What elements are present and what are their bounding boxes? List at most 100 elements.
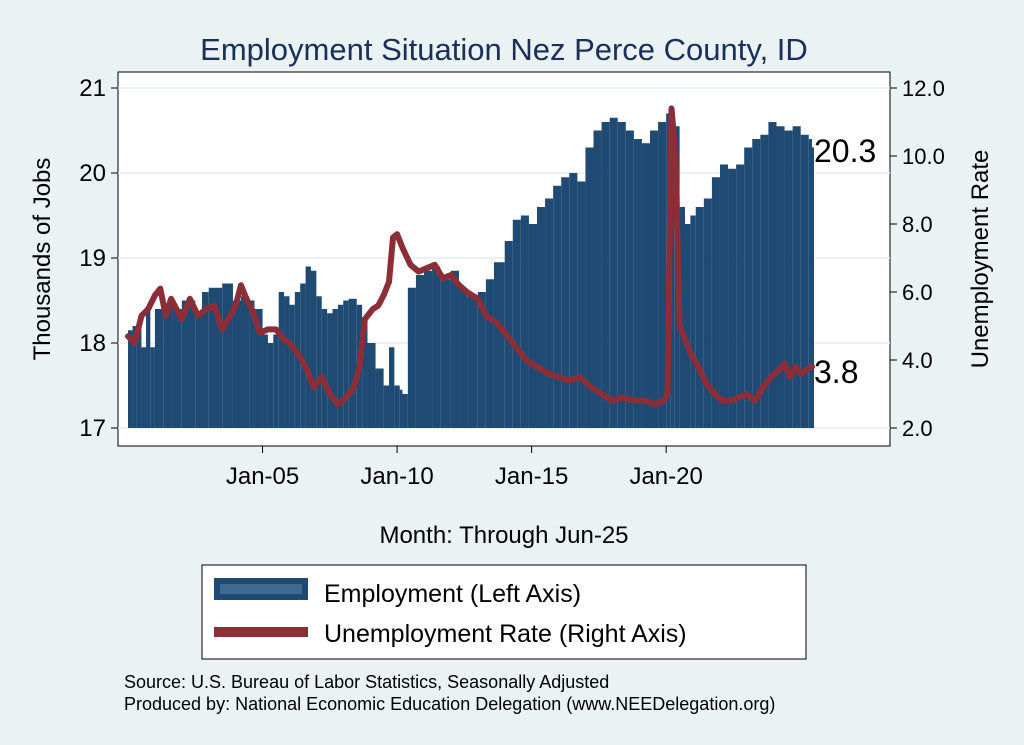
employment-bar [399, 389, 403, 428]
employment-bar [141, 347, 147, 428]
employment-bar [493, 262, 505, 428]
employment-bar [128, 330, 133, 428]
employment-bar [585, 147, 594, 428]
source-line-1: Source: U.S. Bureau of Labor Statistics,… [124, 672, 609, 692]
x-axis-label: Month: Through Jun-25 [379, 522, 628, 549]
employment-bar [316, 296, 322, 428]
employment-bar [267, 343, 274, 428]
employment-bar [458, 287, 468, 428]
employment-bar [760, 134, 769, 428]
employment-bar [300, 283, 306, 428]
employment-bar [792, 126, 801, 428]
left-tick-label: 17 [79, 415, 106, 442]
employment-bar [744, 147, 753, 428]
employment-bar [784, 130, 793, 428]
x-tick-label: Jan-05 [226, 463, 299, 490]
legend-employment-swatch-inner [220, 584, 302, 594]
employment-bar [423, 270, 433, 428]
right-tick-label: 10.0 [902, 144, 945, 169]
left-tick-label: 19 [79, 245, 106, 272]
unemployment-end-label: 3.8 [814, 354, 858, 390]
left-axis: 17 18 19 20 21 [79, 75, 118, 442]
employment-bar [808, 139, 812, 428]
employment-bar [249, 300, 255, 428]
employment-bar [528, 224, 538, 428]
employment-bar [305, 266, 311, 428]
employment-bar [348, 298, 357, 428]
left-axis-label: Thousands of Jobs [29, 158, 56, 361]
employment-bar [719, 164, 729, 428]
employment-end-label: 20.3 [814, 133, 876, 169]
employment-bar [800, 134, 809, 428]
right-tick-label: 12.0 [902, 76, 945, 101]
employment-bar [684, 224, 691, 428]
employment-bar [450, 270, 459, 428]
employment-bar [273, 334, 279, 428]
employment-bar [768, 122, 777, 428]
employment-bar [467, 296, 478, 428]
employment-bar [132, 326, 137, 428]
employment-bar [415, 275, 424, 428]
employment-bar [327, 313, 333, 428]
employment-bar [310, 270, 317, 428]
unemployment-line [125, 105, 815, 408]
employment-bar [150, 347, 155, 428]
employment-bar [658, 122, 667, 428]
employment-bar [569, 173, 578, 428]
employment-bar [284, 296, 290, 428]
employment-bar [520, 215, 529, 428]
employment-bar [812, 147, 814, 428]
right-tick-label: 2.0 [902, 416, 933, 441]
employment-bar [383, 385, 390, 428]
employment-bar [407, 287, 416, 428]
employment-bar [776, 126, 785, 428]
x-tick-label: Jan-15 [495, 463, 568, 490]
employment-bar [601, 122, 610, 428]
employment-bar [262, 334, 268, 428]
employment-bar [553, 185, 562, 428]
employment-bar [389, 347, 395, 428]
right-tick-label: 4.0 [902, 348, 933, 373]
employment-bar [485, 279, 494, 428]
employment-bar [432, 266, 441, 428]
right-axis-label: Unemployment Rate [967, 150, 994, 369]
employment-bar [321, 309, 328, 428]
chart-title: Employment Situation Nez Perce County, I… [200, 32, 808, 67]
employment-bar [362, 317, 368, 428]
left-tick-label: 21 [79, 75, 106, 102]
employment-bar [337, 304, 344, 428]
employment-bar [477, 292, 486, 428]
employment-bar [163, 304, 173, 428]
employment-bar [609, 117, 618, 428]
employment-bar [577, 181, 586, 428]
x-tick-label: Jan-10 [360, 463, 433, 490]
right-tick-label: 6.0 [902, 280, 933, 305]
employment-bar [222, 283, 233, 428]
x-tick-label: Jan-20 [629, 463, 702, 490]
employment-bar [690, 215, 696, 428]
employment-bar [711, 177, 720, 428]
employment-bar [617, 122, 626, 428]
employment-bar [195, 313, 202, 428]
legend-unemployment-label: Unemployment Rate (Right Axis) [324, 620, 687, 648]
employment-bar [343, 300, 349, 428]
employment-bar [181, 300, 196, 428]
employment-bar [650, 130, 659, 428]
employment-bar [154, 309, 164, 428]
legend-unemployment-swatch [214, 627, 308, 637]
employment-bar [294, 292, 301, 428]
right-tick-label: 8.0 [902, 212, 933, 237]
left-tick-label: 18 [79, 330, 106, 357]
employment-bar [375, 368, 384, 428]
employment-bar [545, 198, 554, 428]
x-axis: Jan-05 Jan-10 Jan-15 Jan-20 [226, 446, 703, 490]
employment-bar [512, 219, 521, 428]
employment-bar [241, 296, 250, 428]
employment-bar [633, 139, 642, 428]
employment-bar [752, 139, 761, 428]
employment-bar [402, 394, 408, 428]
employment-bar [703, 198, 712, 428]
employment-bar [593, 130, 602, 428]
legend-employment-label: Employment (Left Axis) [324, 580, 581, 608]
